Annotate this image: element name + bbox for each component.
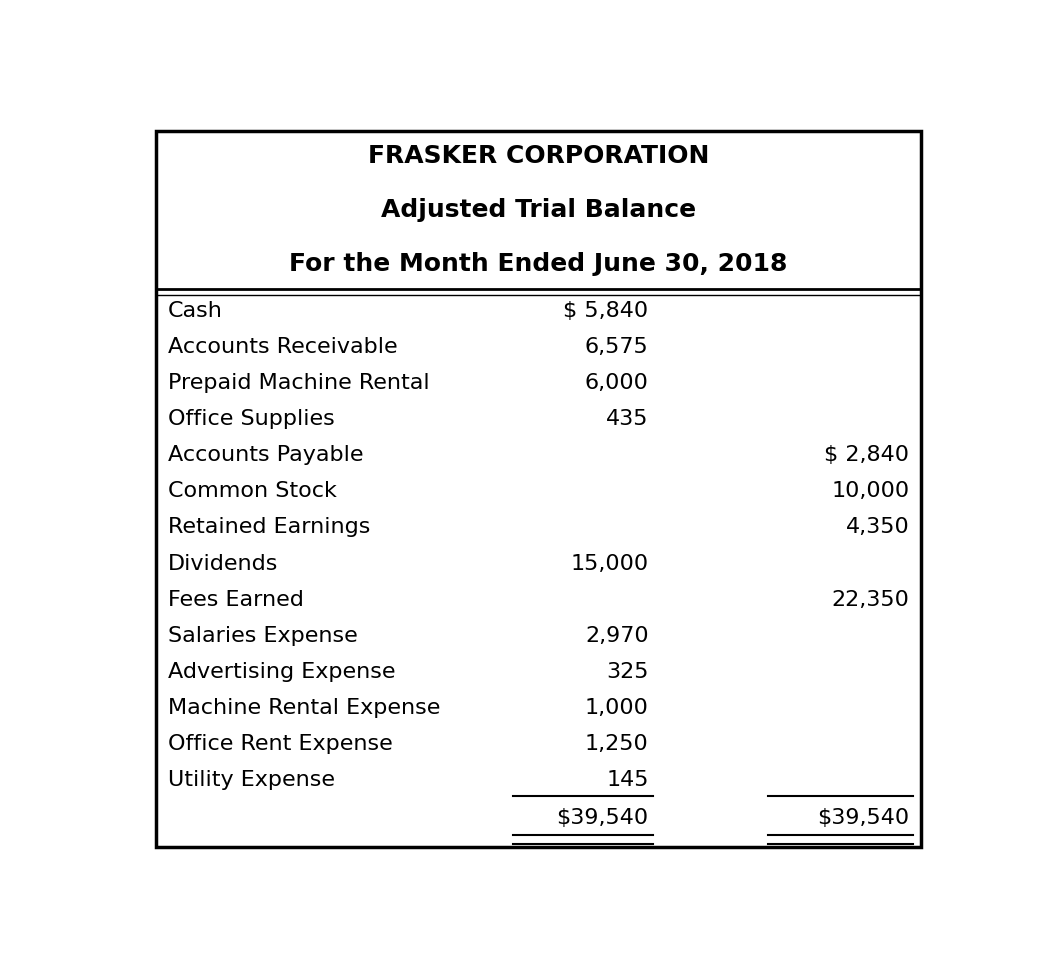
Text: Salaries Expense: Salaries Expense <box>168 625 357 646</box>
Text: Utility Expense: Utility Expense <box>168 771 335 790</box>
Text: 6,575: 6,575 <box>584 337 648 357</box>
Text: Fees Earned: Fees Earned <box>168 590 304 610</box>
Text: 1,250: 1,250 <box>584 734 648 754</box>
Text: 15,000: 15,000 <box>571 554 648 573</box>
Text: Machine Rental Expense: Machine Rental Expense <box>168 698 440 718</box>
Text: 6,000: 6,000 <box>584 373 648 393</box>
Text: $39,540: $39,540 <box>556 808 648 829</box>
Text: FRASKER CORPORATION: FRASKER CORPORATION <box>368 144 709 168</box>
Text: 22,350: 22,350 <box>831 590 909 610</box>
Text: Adjusted Trial Balance: Adjusted Trial Balance <box>382 198 696 222</box>
Text: Office Rent Expense: Office Rent Expense <box>168 734 393 754</box>
Text: 145: 145 <box>606 771 648 790</box>
Text: Prepaid Machine Rental: Prepaid Machine Rental <box>168 373 430 393</box>
Text: Dividends: Dividends <box>168 554 279 573</box>
Text: $39,540: $39,540 <box>817 808 909 829</box>
Text: 325: 325 <box>606 662 648 681</box>
Text: 435: 435 <box>606 409 648 429</box>
Text: Retained Earnings: Retained Earnings <box>168 518 370 537</box>
Text: Accounts Receivable: Accounts Receivable <box>168 337 397 357</box>
Text: 2,970: 2,970 <box>585 625 648 646</box>
Text: Office Supplies: Office Supplies <box>168 409 335 429</box>
Text: For the Month Ended June 30, 2018: For the Month Ended June 30, 2018 <box>289 252 788 276</box>
Text: Advertising Expense: Advertising Expense <box>168 662 395 681</box>
Text: 1,000: 1,000 <box>584 698 648 718</box>
Text: $ 5,840: $ 5,840 <box>563 301 648 320</box>
Text: $ 2,840: $ 2,840 <box>824 445 909 466</box>
Text: 4,350: 4,350 <box>845 518 909 537</box>
Text: 10,000: 10,000 <box>831 481 909 501</box>
Text: Common Stock: Common Stock <box>168 481 337 501</box>
Text: Accounts Payable: Accounts Payable <box>168 445 364 466</box>
Text: Cash: Cash <box>168 301 223 320</box>
